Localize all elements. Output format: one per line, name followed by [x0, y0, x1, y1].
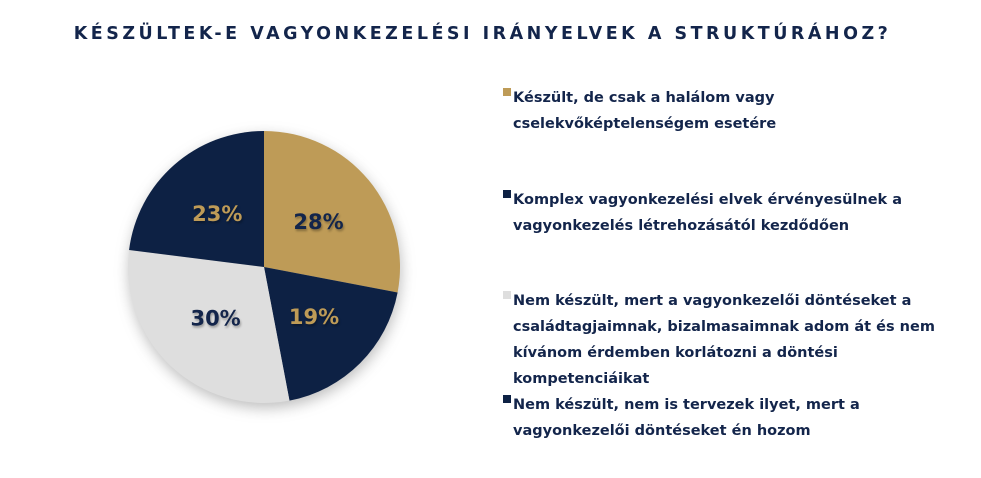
legend-swatch-gray	[503, 291, 511, 299]
legend-label: Nem készült, nem is tervezek ilyet, mert…	[513, 397, 860, 439]
legend-item-nem-keszult-en-hozom: Nem készült, nem is tervezek ilyet, mert…	[503, 392, 860, 444]
chart-title: KÉSZÜLTEK-E VAGYONKEZELÉSI IRÁNYELVEK A …	[73, 24, 892, 44]
legend-item-nem-keszult-atadom: Nem készült, mert a vagyonkezelői döntés…	[503, 288, 935, 392]
slice-value-label: 30%	[190, 307, 240, 331]
legend-swatch-gold	[503, 88, 511, 96]
pie-slice-28%	[264, 131, 400, 293]
legend: Készült, de csak a halálom vagy cselekvő…	[503, 0, 973, 478]
pie-slice-23%	[129, 130, 264, 267]
legend-swatch-navy	[503, 395, 511, 403]
legend-label: Készült, de csak a halálom vagy cselekvő…	[513, 90, 777, 132]
legend-swatch-navy	[503, 190, 511, 198]
pie-chart: 28% 19% 30% 23%	[114, 117, 414, 417]
pie-slice-19%	[264, 267, 398, 401]
slice-value-label: 28%	[293, 210, 343, 234]
legend-label: Komplex vagyonkezelési elvek érvényesüln…	[513, 192, 903, 234]
legend-item-komplex-elvek: Komplex vagyonkezelési elvek érvényesüln…	[503, 187, 902, 239]
slice-value-label: 23%	[192, 202, 242, 226]
legend-item-keszult-halal-eseten: Készült, de csak a halálom vagy cselekvő…	[503, 85, 776, 137]
pie-slice-30%	[127, 249, 290, 403]
slice-value-label: 19%	[289, 305, 339, 329]
pie-chart-svg: 28% 19% 30% 23%	[127, 130, 400, 403]
legend-label: Nem készült, mert a vagyonkezelői döntés…	[513, 293, 935, 387]
